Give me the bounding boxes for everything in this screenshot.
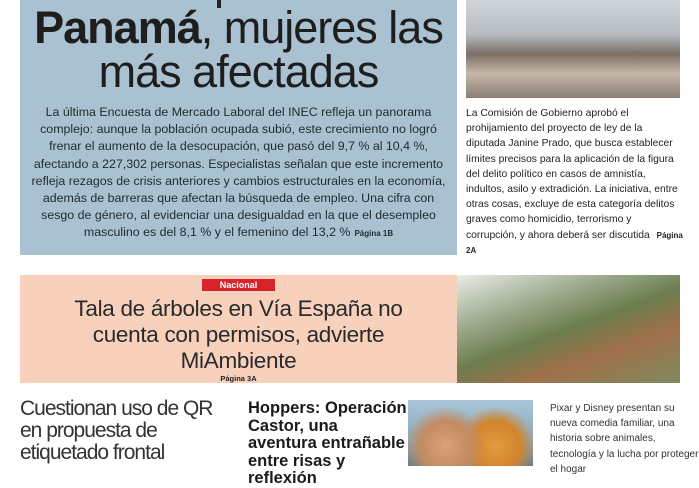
headline-fragment [217, 0, 221, 8]
lead-story[interactable]: Panamá, mujeres las más afectadas La últi… [20, 0, 457, 255]
national-story[interactable]: Nacional Tala de árboles en Vía España n… [20, 275, 457, 383]
national-headline[interactable]: Tala de árboles en Vía España no cuenta … [74, 296, 403, 373]
qr-headline[interactable]: Cuestionan uso de QR en propuesta de eti… [20, 397, 213, 464]
headline-rest: , mujeres las [200, 2, 444, 53]
page-ref: Página 2A [466, 230, 683, 255]
movie-photo [408, 400, 533, 466]
lead-body-text: La última Encuesta de Mercado Laboral de… [31, 105, 446, 240]
tree-photo [457, 275, 680, 383]
page-ref: Página 1B [354, 229, 394, 239]
side-story-body: La Comisión de Gobierno aprobó el prohij… [466, 106, 684, 258]
movie-headline[interactable]: Hoppers: Operación Castor, una aventura … [248, 399, 407, 487]
headline-bold: Panamá [34, 2, 202, 53]
headline-line2: más afectadas [98, 46, 380, 97]
page-ref: Página 3A [220, 374, 257, 383]
assembly-photo [466, 0, 680, 98]
section-tag: Nacional [201, 279, 276, 291]
lead-body: La última Encuesta de Mercado Laboral de… [28, 104, 449, 243]
side-story-text: La Comisión de Gobierno aprobó el prohij… [466, 108, 678, 241]
lead-headline[interactable]: Panamá, mujeres las más afectadas [20, 5, 457, 97]
